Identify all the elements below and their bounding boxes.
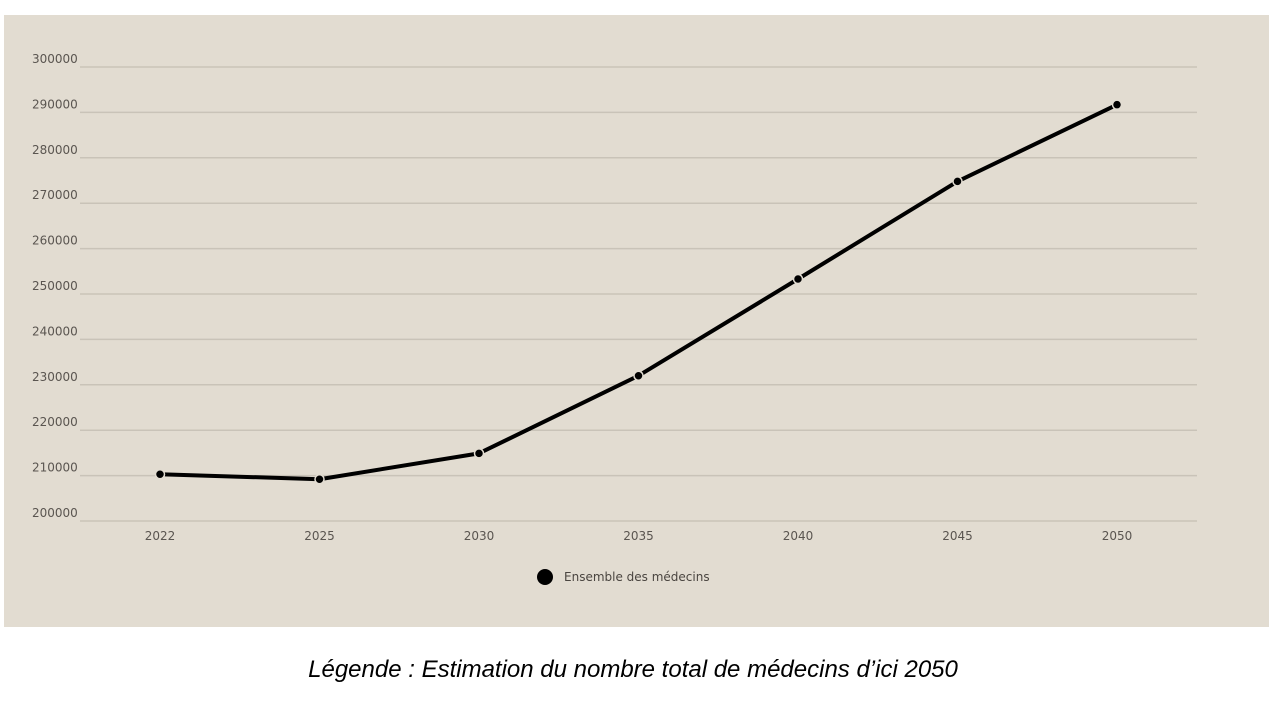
y-tick-label: 280000: [32, 143, 78, 157]
x-tick-label: 2030: [464, 529, 495, 543]
y-axis-ticks: 200000 210000 220000 230000 240000 250000 2600…: [32, 52, 78, 520]
legend[interactable]: Ensemble des médecins: [537, 569, 710, 585]
legend-marker[interactable]: [537, 569, 553, 585]
data-point[interactable]: [314, 473, 325, 485]
y-tick-label: 240000: [32, 324, 78, 338]
series-line-layer: [158, 102, 1119, 482]
x-tick-label: 2040: [783, 529, 814, 543]
data-point[interactable]: [792, 273, 804, 285]
data-point[interactable]: [633, 370, 644, 381]
chart-panel: [4, 15, 1269, 627]
series-line: [158, 102, 1119, 482]
series-points: [154, 99, 1123, 485]
y-tick-label: 290000: [32, 97, 78, 111]
x-axis-ticks: 2022 2025 2030 2035 2040 2045 2050: [145, 529, 1133, 543]
figure-caption: Légende : Estimation du nombre total de …: [308, 656, 958, 683]
x-tick-label: 2025: [304, 529, 335, 543]
y-tick-label: 260000: [32, 234, 78, 248]
x-tick-label: 2045: [942, 529, 973, 543]
y-tick-label: 200000: [32, 506, 78, 520]
y-tick-label: 300000: [32, 52, 78, 66]
y-tick-label: 270000: [32, 188, 78, 202]
x-tick-label: 2050: [1102, 529, 1133, 543]
x-tick-label: 2022: [145, 529, 176, 543]
grid: [80, 66, 1197, 522]
y-tick-label: 210000: [32, 461, 78, 475]
line-chart: 200000 210000 220000 230000 240000 250000 2600…: [32, 52, 1197, 585]
y-tick-label: 230000: [32, 370, 78, 384]
legend-label[interactable]: Ensemble des médecins: [564, 570, 710, 584]
y-tick-label: 220000: [32, 415, 78, 429]
data-point[interactable]: [952, 176, 963, 187]
x-tick-label: 2035: [623, 529, 654, 543]
data-point[interactable]: [154, 468, 166, 480]
data-point[interactable]: [1111, 99, 1123, 110]
y-tick-label: 250000: [32, 279, 78, 293]
data-point[interactable]: [473, 448, 485, 459]
